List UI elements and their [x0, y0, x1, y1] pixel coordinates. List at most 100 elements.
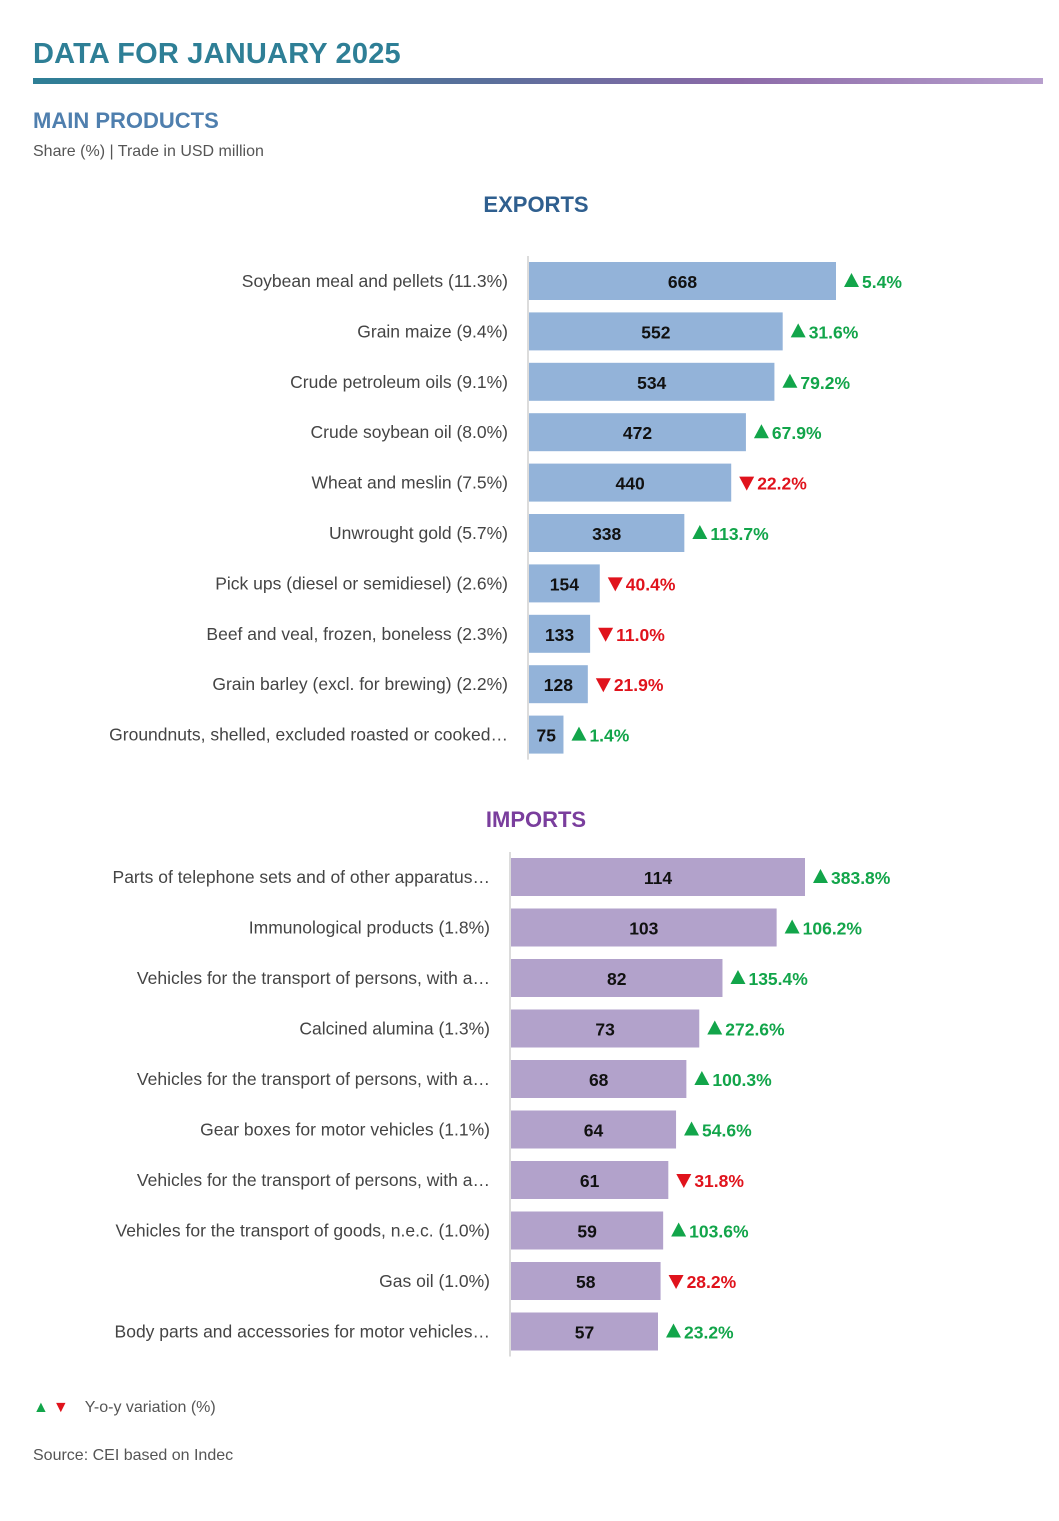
imports-bar — [511, 1312, 658, 1351]
exports-value-label: 128 — [544, 675, 573, 695]
exports-variation-label: 22.2% — [757, 474, 807, 494]
exports-category-label: Crude soybean oil (8.0%) — [311, 422, 508, 442]
exports-down-triangle-icon — [595, 678, 611, 693]
exports-up-triangle-icon — [790, 323, 806, 338]
exports-bar — [529, 665, 588, 704]
imports-down-triangle-icon — [676, 1174, 692, 1188]
imports-up-triangle-icon — [730, 970, 746, 984]
title-divider — [33, 78, 1043, 84]
imports-value-label: 61 — [580, 1171, 600, 1191]
exports-bar — [529, 413, 746, 452]
imports-bar — [511, 908, 777, 947]
exports-category-label: Groundnuts, shelled, excluded roasted or… — [109, 725, 508, 745]
exports-bar — [529, 312, 783, 351]
exports-chart: EXPORTS Soybean meal and pellets (11.3%) 6… — [0, 180, 1059, 780]
exports-up-triangle-icon — [844, 273, 859, 287]
imports-variation-label: 28.2% — [687, 1272, 737, 1292]
exports-bar — [529, 463, 732, 502]
legend-up-triangle-icon: ▲ — [33, 1399, 49, 1416]
imports-bar — [511, 1060, 687, 1098]
imports-up-triangle-icon — [694, 1071, 710, 1085]
exports-chart-title: EXPORTS — [483, 192, 588, 217]
exports-category-label: Grain maize (9.4%) — [357, 321, 508, 341]
legend: ▲ ▼ Y-o-y variation (%) — [33, 1399, 216, 1417]
exports-up-triangle-icon — [782, 373, 798, 388]
imports-category-label: Gas oil (1.0%) — [379, 1271, 490, 1291]
imports-chart-svg: IMPORTS Parts of telephone sets and of ot… — [113, 807, 891, 1357]
imports-category-label: Vehicles for the transport of goods, n.e… — [115, 1221, 490, 1241]
exports-category-label: Soybean meal and pellets (11.3%) — [242, 271, 508, 291]
imports-category-label: Gear boxes for motor vehicles (1.1%) — [200, 1120, 490, 1140]
exports-down-triangle-icon — [607, 577, 623, 592]
exports-variation-label: 67.9% — [772, 423, 822, 443]
exports-up-triangle-icon — [692, 525, 708, 539]
imports-variation-label: 23.2% — [684, 1323, 734, 1343]
imports-value-label: 64 — [584, 1121, 604, 1141]
exports-value-label: 440 — [616, 474, 645, 494]
imports-bar — [511, 1009, 700, 1048]
exports-variation-label: 21.9% — [614, 675, 664, 695]
section-title: MAIN PRODUCTS — [33, 108, 219, 133]
imports-down-triangle-icon — [668, 1275, 684, 1289]
imports-value-label: 73 — [595, 1020, 615, 1040]
imports-bar — [511, 1110, 677, 1149]
imports-value-label: 82 — [607, 969, 627, 989]
imports-up-triangle-icon — [666, 1323, 681, 1338]
imports-value-label: 103 — [629, 919, 658, 939]
imports-up-triangle-icon — [707, 1020, 723, 1035]
exports-value-label: 668 — [668, 272, 697, 292]
exports-variation-label: 40.4% — [626, 574, 676, 594]
source-note: Source: CEI based on Indec — [33, 1447, 234, 1464]
imports-up-triangle-icon — [784, 919, 800, 934]
imports-value-label: 57 — [575, 1323, 594, 1343]
exports-variation-label: 1.4% — [589, 726, 629, 746]
imports-variation-label: 106.2% — [803, 919, 863, 939]
exports-category-label: Wheat and meslin (7.5%) — [312, 473, 508, 493]
imports-value-label: 59 — [577, 1222, 597, 1242]
exports-bar — [529, 715, 564, 754]
exports-up-triangle-icon — [571, 726, 587, 741]
exports-value-label: 133 — [545, 625, 574, 645]
imports-up-triangle-icon — [684, 1121, 700, 1136]
exports-variation-label: 31.6% — [809, 322, 859, 342]
exports-value-label: 338 — [592, 524, 621, 544]
exports-up-triangle-icon — [753, 424, 769, 439]
exports-variation-label: 113.7% — [710, 524, 769, 544]
imports-variation-label: 54.6% — [702, 1121, 752, 1141]
exports-variation-label: 79.2% — [800, 373, 850, 393]
imports-bar — [511, 1161, 669, 1199]
imports-variation-label: 100.3% — [712, 1070, 772, 1090]
imports-up-triangle-icon — [671, 1222, 687, 1237]
imports-category-label: Vehicles for the transport of persons, w… — [137, 968, 490, 988]
imports-variation-label: 103.6% — [689, 1222, 749, 1242]
imports-variation-label: 272.6% — [725, 1020, 785, 1040]
imports-bar — [511, 1211, 664, 1250]
exports-category-label: Pick ups (diesel or semidiesel) (2.6%) — [215, 573, 508, 593]
imports-category-label: Vehicles for the transport of persons, w… — [137, 1170, 490, 1190]
imports-bar — [511, 1262, 661, 1300]
imports-chart: IMPORTS Parts of telephone sets and of ot… — [0, 795, 1059, 1375]
imports-variation-label: 383.8% — [831, 868, 891, 888]
imports-chart-title: IMPORTS — [486, 807, 586, 832]
exports-category-label: Beef and veal, frozen, boneless (2.3%) — [206, 624, 508, 644]
imports-value-label: 114 — [644, 868, 672, 888]
exports-bar — [529, 564, 600, 603]
exports-value-label: 472 — [623, 423, 652, 443]
imports-bar — [511, 959, 723, 997]
exports-down-triangle-icon — [598, 627, 614, 642]
imports-value-label: 58 — [576, 1272, 596, 1292]
imports-category-label: Calcined alumina (1.3%) — [299, 1019, 490, 1039]
exports-category-label: Grain barley (excl. for brewing) (2.2%) — [212, 674, 508, 694]
imports-up-triangle-icon — [813, 869, 828, 883]
exports-bar — [529, 262, 836, 300]
imports-category-label: Body parts and accessories for motor veh… — [115, 1322, 490, 1342]
exports-bar — [529, 514, 685, 552]
legend-down-triangle-icon: ▼ — [52, 1399, 69, 1416]
imports-variation-label: 135.4% — [748, 969, 808, 989]
exports-category-label: Crude petroleum oils (9.1%) — [290, 372, 508, 392]
imports-variation-label: 31.8% — [694, 1171, 744, 1191]
imports-category-label: Vehicles for the transport of persons, w… — [137, 1069, 490, 1089]
imports-value-label: 68 — [589, 1070, 609, 1090]
exports-bar — [529, 614, 591, 653]
exports-value-label: 75 — [536, 726, 556, 746]
